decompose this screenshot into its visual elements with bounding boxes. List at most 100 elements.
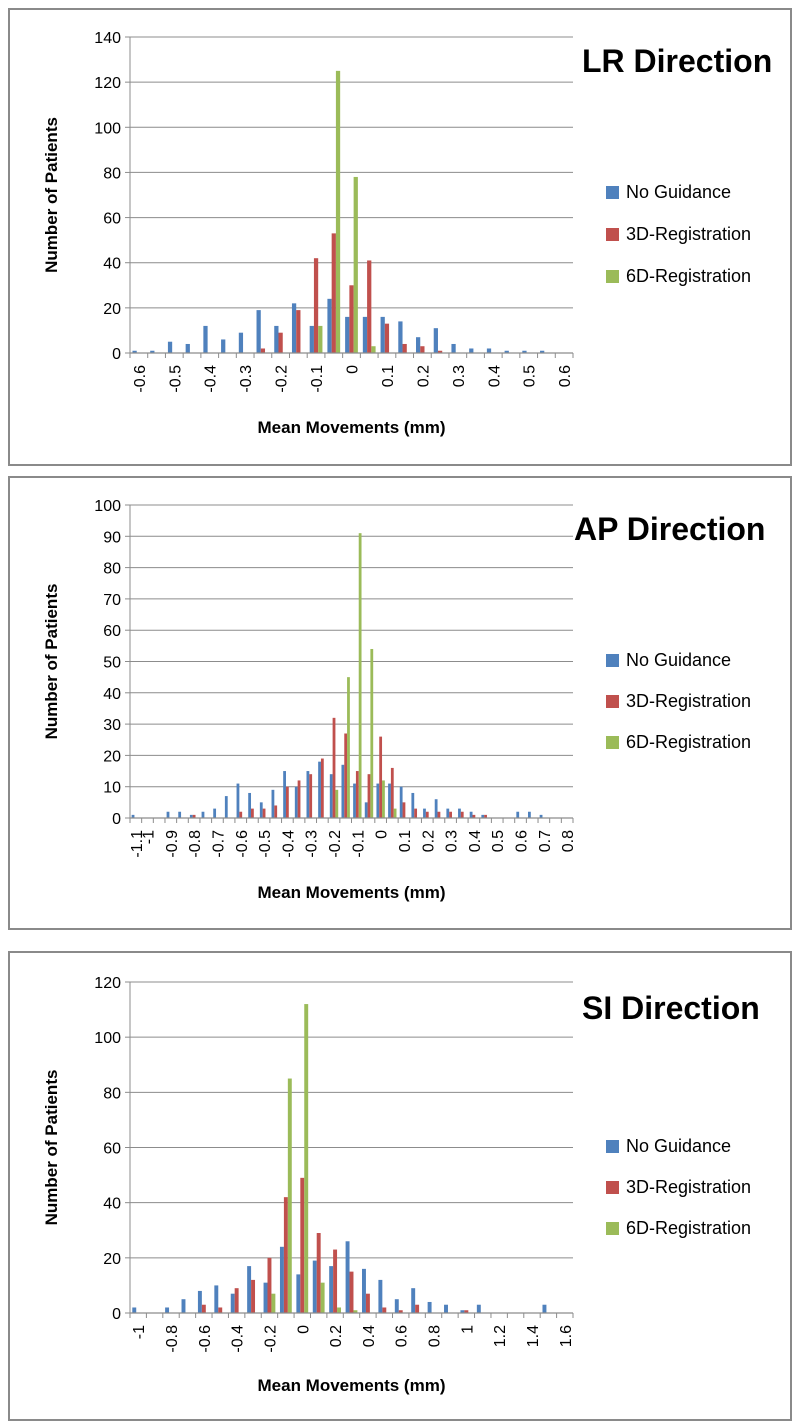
bar-ap-6d-registration-17	[335, 789, 339, 818]
bar-si-6d-registration-9	[287, 1078, 292, 1313]
y-tick-label-ap-1: 10	[103, 780, 121, 797]
bar-lr-6d-registration-12	[353, 176, 358, 353]
bar-ap-3d-registration-17	[332, 717, 336, 818]
x-axis-title-ap: Mean Movements (mm)	[258, 883, 446, 902]
x-tick-label-lr-8: -0.2	[274, 365, 291, 393]
bar-lr-3d-registration-9	[296, 310, 301, 353]
x-tick-label-ap-13: -0.4	[280, 830, 297, 858]
x-tick-label-ap-33: 0.6	[514, 830, 531, 852]
bar-si-no-guidance-19	[444, 1304, 448, 1313]
bar-ap-no-guidance-9	[236, 783, 240, 818]
bar-ap-3d-registration-12	[274, 805, 278, 818]
bar-si-no-guidance-18	[427, 1301, 432, 1313]
bar-si-6d-registration-13	[353, 1310, 358, 1313]
bar-ap-3d-registration-18	[344, 733, 348, 818]
bar-ap-3d-registration-5	[192, 814, 196, 818]
x-tick-label-ap-0: -1.1	[129, 830, 146, 858]
bar-ap-no-guidance-5	[189, 814, 193, 818]
bar-ap-3d-registration-11	[262, 808, 266, 818]
bar-si-3d-registration-7	[251, 1279, 256, 1313]
bar-ap-no-guidance-29	[469, 811, 473, 818]
bar-si-3d-registration-14	[365, 1293, 370, 1313]
bar-si-no-guidance-14	[362, 1268, 366, 1313]
bar-lr-no-guidance-2	[167, 341, 173, 353]
x-tick-label-si-20: 1	[459, 1325, 476, 1334]
x-tick-label-ap-7: -0.7	[210, 830, 227, 858]
bar-si-3d-registration-8	[267, 1257, 272, 1313]
bar-lr-3d-registration-11	[331, 233, 336, 353]
legend-swatch-si-3d-registration	[606, 1181, 619, 1194]
y-tick-label-si-2: 40	[103, 1196, 121, 1213]
bar-ap-3d-registration-15	[309, 774, 313, 818]
bar-ap-3d-registration-29	[472, 814, 476, 818]
legend-swatch-lr-6d-registration	[606, 270, 619, 283]
bar-si-no-guidance-17	[411, 1288, 416, 1313]
x-tick-label-ap-17: -0.2	[327, 830, 344, 858]
x-axis-title-lr: Mean Movements (mm)	[258, 418, 446, 437]
bar-ap-no-guidance-4	[178, 811, 182, 818]
y-tick-label-si-0: 0	[112, 1306, 121, 1323]
bar-ap-no-guidance-34	[528, 811, 531, 818]
x-tick-label-lr-6: -0.3	[238, 365, 255, 393]
y-tick-label-si-6: 120	[94, 975, 121, 992]
bar-si-no-guidance-3	[181, 1299, 186, 1313]
bar-si-no-guidance-4	[197, 1290, 202, 1313]
legend-swatch-si-no-guidance	[606, 1140, 619, 1153]
bar-ap-3d-registration-21	[379, 736, 383, 818]
x-tick-label-si-6: -0.4	[230, 1325, 247, 1353]
y-tick-label-si-4: 80	[103, 1085, 121, 1102]
bar-ap-3d-registration-20	[367, 774, 371, 818]
x-tick-label-ap-9: -0.6	[234, 830, 251, 858]
x-tick-label-lr-14: 0.1	[380, 365, 397, 387]
bar-lr-no-guidance-16	[416, 337, 421, 353]
bar-ap-6d-registration-20	[370, 648, 374, 818]
bar-lr-no-guidance-19	[469, 348, 474, 353]
bar-ap-3d-registration-22	[390, 767, 394, 818]
bar-ap-no-guidance-33	[516, 811, 520, 818]
bar-si-3d-registration-17	[415, 1304, 420, 1313]
bar-si-3d-registration-6	[234, 1288, 239, 1313]
y-tick-label-si-5: 100	[94, 1030, 121, 1047]
x-tick-label-si-8: -0.2	[262, 1325, 279, 1353]
bar-lr-no-guidance-9	[291, 303, 297, 353]
x-tick-label-lr-16: 0.2	[415, 365, 432, 387]
bar-ap-3d-registration-13	[285, 786, 289, 818]
y-tick-label-lr-0: 0	[112, 346, 121, 363]
x-tick-label-lr-22: 0.5	[522, 365, 539, 387]
x-tick-label-ap-5: -0.8	[187, 830, 204, 858]
bar-si-no-guidance-11	[312, 1260, 317, 1313]
bar-si-no-guidance-10	[296, 1274, 301, 1313]
bar-lr-3d-registration-10	[313, 258, 319, 353]
y-tick-label-ap-4: 40	[103, 686, 121, 703]
bar-lr-no-guidance-1	[150, 350, 155, 353]
x-tick-label-si-0: -1	[131, 1325, 148, 1339]
bar-ap-3d-registration-19	[355, 771, 359, 818]
bar-lr-no-guidance-8	[274, 325, 279, 353]
bar-ap-no-guidance-27	[446, 808, 450, 818]
legend-label-si-3d-registration: 3D-Registration	[626, 1177, 751, 1197]
bar-lr-no-guidance-11	[327, 298, 332, 353]
y-tick-label-ap-10: 100	[94, 498, 121, 515]
x-tick-label-si-12: 0.2	[328, 1325, 345, 1347]
chart-si: 0 20 40 60 80 100 120 -1 -0.8 -0.6 -0.4 -0.2 0 0.2 0.4…	[42, 975, 760, 1395]
bar-si-no-guidance-20	[460, 1310, 465, 1313]
x-tick-label-ap-11: -0.5	[257, 830, 274, 858]
bar-lr-no-guidance-17	[433, 328, 438, 353]
bar-ap-no-guidance-3	[166, 811, 170, 818]
chart-panel-si: 0 20 40 60 80 100 120 -1 -0.8 -0.6 -0.4 -0.2 0 0.2 0.4…	[8, 951, 792, 1421]
y-tick-label-ap-8: 80	[103, 561, 121, 578]
bar-lr-3d-registration-15	[402, 343, 407, 353]
y-tick-label-lr-7: 140	[94, 30, 121, 47]
bar-lr-no-guidance-0	[132, 350, 137, 353]
y-tick-label-ap-6: 60	[103, 623, 121, 640]
x-tick-label-ap-27: 0.3	[444, 830, 461, 852]
legend-label-ap-3d-registration: 3D-Registration	[626, 691, 751, 711]
y-tick-label-ap-0: 0	[112, 811, 121, 828]
x-tick-label-lr-12: 0	[345, 365, 362, 374]
x-tick-label-lr-10: -0.1	[309, 365, 326, 393]
legend-swatch-lr-3d-registration	[606, 228, 619, 241]
bar-lr-3d-registration-17	[437, 350, 443, 353]
y-axis-title-si: Number of Patients	[42, 1070, 61, 1226]
y-tick-label-si-1: 20	[103, 1251, 121, 1268]
y-tick-label-lr-5: 100	[94, 120, 121, 137]
